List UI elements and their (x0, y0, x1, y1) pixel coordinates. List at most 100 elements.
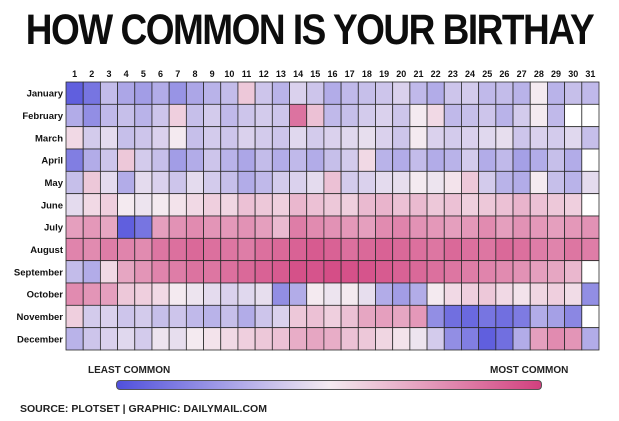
heatmap-cell (254, 126, 273, 150)
heatmap-cell (461, 81, 480, 105)
heatmap-cell (443, 148, 462, 172)
heatmap-cell (306, 126, 325, 150)
heatmap-cell (271, 237, 290, 262)
day-label: 3 (106, 69, 111, 79)
day-label: 27 (517, 69, 527, 79)
day-label: 11 (242, 69, 252, 79)
heatmap-cell (203, 282, 222, 306)
heatmap-cell (185, 170, 204, 195)
heatmap-cell (134, 81, 153, 105)
heatmap-cell (220, 103, 239, 128)
heatmap-cell (581, 327, 600, 351)
heatmap-cell (203, 260, 222, 284)
month-label: June (41, 200, 63, 211)
month-label: July (44, 223, 64, 234)
heatmap-cell (220, 304, 239, 329)
heatmap-cell (220, 282, 239, 306)
heatmap-cell (289, 103, 308, 128)
heatmap-cell (151, 304, 170, 329)
day-label: 15 (310, 69, 320, 79)
heatmap-cell (426, 126, 445, 150)
heatmap-cell (289, 193, 308, 217)
day-label: 2 (89, 69, 94, 79)
day-label: 8 (192, 69, 197, 79)
heatmap-cell (529, 148, 548, 172)
heatmap-cell (512, 327, 531, 351)
heatmap-cell (529, 304, 548, 329)
heatmap-cell (547, 170, 566, 195)
heatmap-cell (547, 282, 566, 306)
heatmap-cell (461, 126, 480, 150)
heatmap-cell (203, 193, 222, 217)
heatmap-cell (254, 170, 273, 195)
heatmap-cell (392, 148, 411, 172)
heatmap-cell (117, 148, 136, 172)
day-label: 23 (448, 69, 458, 79)
heatmap-cell (185, 282, 204, 306)
heatmap-cell (82, 148, 101, 172)
heatmap-cell (409, 215, 428, 239)
heatmap-cell (581, 193, 600, 217)
heatmap-cell (512, 193, 531, 217)
heatmap-cell (203, 126, 222, 150)
chart-title: HOW COMMON IS YOUR BIRTHAY (25, 6, 595, 54)
heatmap-cell (512, 260, 531, 284)
day-axis-labels: 1 2 3 4 5 6 7 8 9 10 11 12 13 14 15 16 17 18 19 20 21 22 23 24 2… (72, 69, 595, 79)
heatmap-cell (426, 260, 445, 284)
heatmap-cell (529, 126, 548, 150)
heatmap-cell (168, 237, 187, 262)
heatmap-cells (65, 81, 600, 351)
heatmap-cell (392, 282, 411, 306)
heatmap-cell (237, 170, 256, 195)
heatmap-cell (512, 126, 531, 150)
heatmap-cell (547, 103, 566, 128)
heatmap-cell (426, 304, 445, 329)
heatmap-cell (392, 170, 411, 195)
month-label: January (27, 89, 64, 100)
heatmap-cell (564, 126, 583, 150)
heatmap-cell (323, 126, 342, 150)
heatmap-cell (289, 237, 308, 262)
heatmap-cell (529, 327, 548, 351)
heatmap-cell (461, 282, 480, 306)
heatmap-cell (392, 215, 411, 239)
heatmap-cell (495, 304, 514, 329)
heatmap-cell (564, 237, 583, 262)
month-label: April (41, 156, 63, 167)
heatmap-cell (185, 81, 204, 105)
heatmap-cell (203, 81, 222, 105)
day-label: 10 (224, 69, 234, 79)
heatmap-cell (220, 170, 239, 195)
heatmap-cell (547, 148, 566, 172)
day-label: 24 (465, 69, 475, 79)
heatmap-cell (340, 215, 359, 239)
heatmap-cell (237, 260, 256, 284)
heatmap-cell (340, 148, 359, 172)
heatmap-cell (581, 126, 600, 150)
heatmap-cell (306, 103, 325, 128)
legend-color-bar (116, 380, 542, 390)
heatmap-cell (271, 170, 290, 195)
heatmap-cell (151, 282, 170, 306)
day-label: 1 (72, 69, 77, 79)
month-label: August (30, 245, 64, 256)
heatmap-cell (512, 237, 531, 262)
day-label: 21 (413, 69, 423, 79)
day-label: 28 (534, 69, 544, 79)
heatmap-cell (151, 260, 170, 284)
heatmap-cell (168, 215, 187, 239)
heatmap-cell (375, 103, 394, 128)
heatmap-cell (340, 126, 359, 150)
heatmap-cell (65, 81, 84, 105)
heatmap-cell (237, 304, 256, 329)
heatmap-cell (306, 304, 325, 329)
heatmap-cell (289, 170, 308, 195)
heatmap-cell (82, 103, 101, 128)
heatmap-cell (357, 148, 376, 172)
heatmap-cell (426, 327, 445, 351)
heatmap-cell (409, 126, 428, 150)
heatmap-cell (478, 81, 497, 105)
heatmap-cell (529, 237, 548, 262)
heatmap-cell (392, 237, 411, 262)
heatmap-cell (529, 260, 548, 284)
